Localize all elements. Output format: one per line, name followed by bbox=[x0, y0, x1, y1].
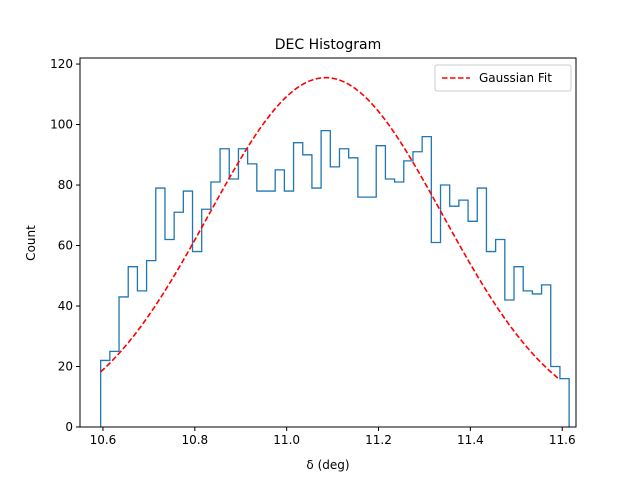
x-tick-label: 11.2 bbox=[365, 433, 392, 447]
x-tick-label: 11.6 bbox=[549, 433, 576, 447]
y-tick-label: 40 bbox=[58, 299, 73, 313]
x-tick-label: 10.8 bbox=[181, 433, 208, 447]
y-tick-label: 0 bbox=[65, 420, 73, 434]
legend: Gaussian Fit bbox=[434, 64, 572, 92]
y-tick-label: 120 bbox=[50, 57, 73, 71]
x-tick-label: 11.4 bbox=[457, 433, 484, 447]
legend-gaussian-label: Gaussian Fit bbox=[479, 71, 552, 85]
x-tick-label: 11.0 bbox=[273, 433, 300, 447]
y-tick-label: 20 bbox=[58, 360, 73, 374]
y-tick-label: 100 bbox=[50, 118, 73, 132]
x-tick-label: 10.6 bbox=[90, 433, 117, 447]
gaussian-fit-line bbox=[100, 76, 561, 381]
y-axis-label: Count bbox=[24, 225, 38, 261]
y-tick-label: 80 bbox=[58, 178, 73, 192]
histogram-steps bbox=[100, 129, 570, 427]
chart-title: DEC Histogram bbox=[275, 37, 381, 53]
y-tick-label: 60 bbox=[58, 239, 73, 253]
legend-box bbox=[434, 64, 572, 92]
plot-frame bbox=[79, 57, 577, 428]
x-axis-label: δ (deg) bbox=[306, 458, 349, 472]
